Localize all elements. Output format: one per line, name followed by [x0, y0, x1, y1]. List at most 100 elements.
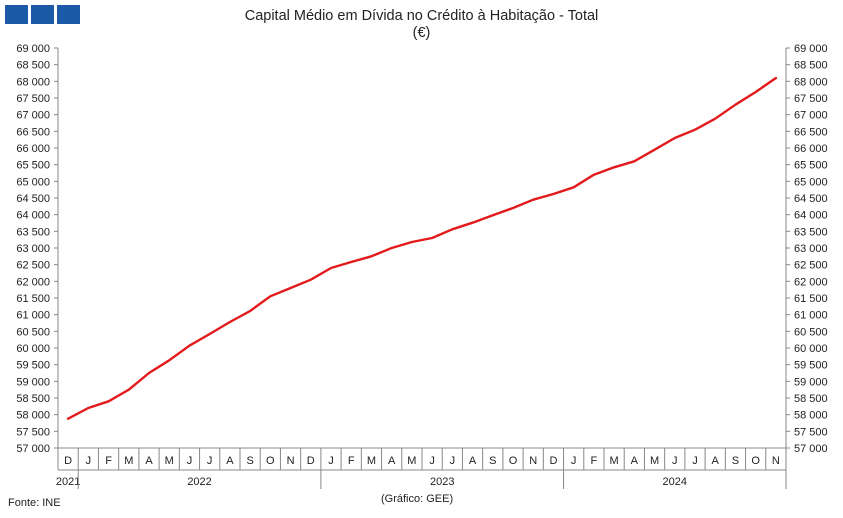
data-point	[633, 160, 636, 163]
y-tick-label-right: 67 000	[794, 110, 828, 122]
y-tick-label-left: 61 000	[16, 310, 50, 322]
data-point	[673, 137, 676, 139]
y-tick-label-left: 60 000	[16, 343, 50, 355]
data-point	[87, 407, 90, 409]
data-point	[775, 77, 777, 79]
y-tick-label-right: 63 500	[794, 226, 828, 238]
data-point	[431, 237, 433, 239]
data-point	[734, 103, 737, 106]
y-tick-label-right: 66 500	[794, 126, 828, 138]
y-tick-label-left: 67 500	[16, 93, 50, 105]
y-tick-label-right: 57 500	[794, 426, 828, 438]
data-point	[289, 287, 292, 289]
data-point	[350, 261, 353, 263]
y-tick-label-left: 62 500	[16, 260, 50, 272]
data-point	[390, 247, 393, 249]
x-tick-label: M	[650, 455, 659, 467]
data-point	[370, 255, 373, 258]
y-tick-label-right: 58 000	[794, 410, 828, 422]
x-tick-label: O	[509, 455, 518, 467]
year-label: 2023	[430, 476, 454, 488]
logo-block	[57, 5, 80, 24]
x-tick-label: J	[450, 455, 456, 467]
x-tick-label: F	[348, 455, 355, 467]
y-tick-label-right: 67 500	[794, 93, 828, 105]
y-tick-label-right: 66 000	[794, 143, 828, 155]
data-point	[67, 417, 69, 420]
y-tick-label-left: 64 500	[16, 193, 50, 205]
data-point	[309, 278, 312, 281]
x-tick-label: A	[631, 455, 639, 467]
y-tick-label-right: 59 500	[794, 360, 828, 372]
y-tick-label-left: 63 500	[16, 226, 50, 238]
x-tick-label: D	[64, 455, 72, 467]
data-point	[269, 295, 272, 298]
data-point	[330, 267, 332, 269]
x-tick-label: J	[571, 455, 577, 467]
data-point	[532, 198, 535, 201]
x-tick-label: D	[307, 455, 315, 467]
data-point	[471, 221, 474, 224]
source-note: Fonte: INE	[8, 497, 61, 509]
y-tick-label-left: 58 000	[16, 410, 50, 422]
y-tick-label-left: 57 500	[16, 426, 50, 438]
x-tick-label: M	[165, 455, 174, 467]
y-tick-label-right: 65 500	[794, 160, 828, 172]
y-tick-label-left: 65 500	[16, 160, 50, 172]
data-point	[512, 207, 514, 209]
data-point	[188, 344, 191, 347]
x-tick-label: A	[226, 455, 234, 467]
data-point	[653, 148, 656, 151]
x-tick-label: N	[529, 455, 537, 467]
y-tick-label-right: 57 000	[794, 443, 828, 455]
x-tick-label: A	[388, 455, 396, 467]
x-tick-label: J	[692, 455, 698, 467]
y-tick-label-right: 64 500	[794, 193, 828, 205]
y-tick-label-left: 66 500	[16, 126, 50, 138]
y-tick-label-right: 58 500	[794, 393, 828, 405]
data-point	[148, 372, 150, 374]
data-point	[491, 214, 494, 217]
data-point	[714, 117, 717, 120]
y-tick-label-right: 59 000	[794, 376, 828, 388]
x-tick-label: J	[187, 455, 193, 467]
data-point	[754, 91, 757, 93]
y-tick-label-left: 68 000	[16, 76, 50, 88]
y-tick-label-left: 58 500	[16, 393, 50, 405]
y-tick-label-right: 61 500	[794, 293, 828, 305]
y-tick-label-left: 67 000	[16, 110, 50, 122]
x-tick-label: D	[549, 455, 557, 467]
y-tick-label-right: 60 500	[794, 326, 828, 338]
data-point	[613, 166, 615, 169]
x-tick-label: J	[86, 455, 92, 467]
y-tick-label-right: 64 000	[794, 210, 828, 222]
x-tick-label: N	[287, 455, 295, 467]
y-tick-label-left: 57 000	[16, 443, 50, 455]
y-tick-label-right: 60 000	[794, 343, 828, 355]
y-tick-label-right: 62 500	[794, 260, 828, 272]
data-point	[168, 359, 171, 362]
y-tick-label-left: 66 000	[16, 143, 50, 155]
data-point	[249, 310, 251, 312]
x-tick-label: F	[105, 455, 112, 467]
x-tick-label: F	[591, 455, 598, 467]
x-tick-label: J	[207, 455, 213, 467]
year-label: 2021	[56, 476, 80, 488]
y-tick-label-left: 65 000	[16, 176, 50, 188]
y-tick-label-right: 68 500	[794, 60, 828, 72]
y-tick-label-left: 68 500	[16, 60, 50, 72]
y-tick-label-left: 60 500	[16, 326, 50, 338]
x-tick-label: S	[246, 455, 253, 467]
x-tick-label: M	[610, 455, 619, 467]
data-point	[451, 228, 454, 231]
x-tick-label: J	[429, 455, 435, 467]
x-tick-label: A	[469, 455, 477, 467]
x-tick-label: S	[489, 455, 496, 467]
data-point	[552, 193, 555, 195]
y-tick-label-left: 61 500	[16, 293, 50, 305]
y-tick-label-left: 59 000	[16, 376, 50, 388]
data-point	[127, 388, 130, 391]
data-point	[593, 173, 595, 176]
logo-block	[5, 5, 28, 24]
